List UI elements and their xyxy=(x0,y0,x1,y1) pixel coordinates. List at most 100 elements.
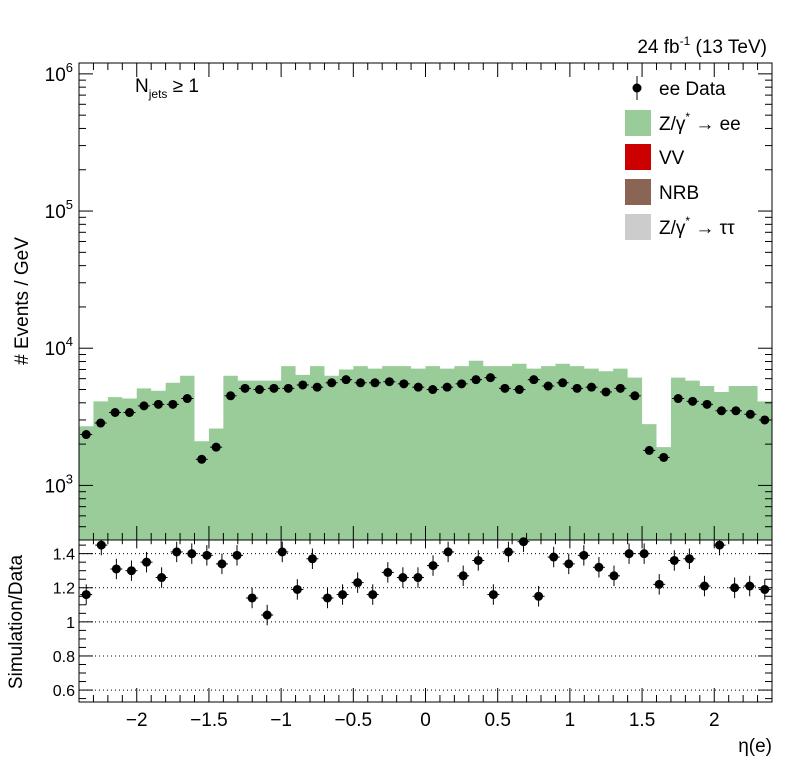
data-point xyxy=(226,391,236,401)
legend-swatch-nrb xyxy=(625,179,651,205)
ratio-point xyxy=(669,555,679,565)
data-point xyxy=(197,454,207,464)
data-point xyxy=(370,378,380,388)
ratio-point xyxy=(458,571,468,581)
data-point xyxy=(298,380,308,390)
legend-swatch-zee xyxy=(625,110,651,136)
data-point xyxy=(702,399,712,409)
ratio-tick-label: 0.6 xyxy=(53,683,75,700)
data-point xyxy=(413,382,423,392)
selection-label: Njets ≥ 1 xyxy=(135,76,199,101)
ratio-point xyxy=(549,552,559,562)
ratio-point xyxy=(172,547,182,557)
legend-marker-data xyxy=(632,83,642,93)
data-point xyxy=(688,396,698,406)
ratio-point xyxy=(247,593,257,603)
data-point xyxy=(211,442,221,452)
ratio-point xyxy=(473,555,483,565)
data-points-layer xyxy=(80,373,771,464)
data-point xyxy=(399,379,409,389)
y-tick-label: 105 xyxy=(45,197,73,223)
ratio-point xyxy=(338,590,348,600)
data-point xyxy=(572,383,582,393)
x-tick-label: 2 xyxy=(709,710,720,731)
data-point xyxy=(312,382,322,392)
data-point xyxy=(659,452,669,462)
ratio-point xyxy=(157,573,167,583)
data-point xyxy=(630,391,640,401)
data-point xyxy=(81,430,91,440)
data-point xyxy=(716,406,726,416)
ratio-point xyxy=(594,562,604,572)
legend-swatch-vv xyxy=(625,144,651,170)
data-point xyxy=(269,383,279,393)
ratio-point xyxy=(654,579,664,589)
ratio-point xyxy=(730,583,740,593)
ticks-layer xyxy=(78,63,773,702)
data-point xyxy=(673,394,683,404)
ratio-tick-label: 1.2 xyxy=(53,581,75,598)
legend-label-vv: VV xyxy=(659,148,685,169)
ratio-point xyxy=(142,557,152,567)
data-point xyxy=(543,381,553,391)
data-point xyxy=(110,408,120,418)
data-point xyxy=(500,383,510,393)
ratio-point xyxy=(684,554,694,564)
data-point xyxy=(731,406,741,416)
ratio-point xyxy=(503,547,513,557)
legend-label-data: ee Data xyxy=(659,79,726,100)
ratio-point xyxy=(639,549,649,559)
ratio-point xyxy=(81,590,91,600)
ratio-point xyxy=(624,549,634,559)
data-point xyxy=(558,378,568,388)
ratio-point xyxy=(428,561,438,571)
ratio-point xyxy=(488,590,498,600)
data-point xyxy=(529,375,539,385)
lumi-label: 24 fb-1 (13 TeV) xyxy=(637,34,767,58)
data-point xyxy=(615,383,625,393)
x-axis-label: η(e) xyxy=(738,736,772,757)
data-point xyxy=(341,375,351,385)
data-point xyxy=(153,399,163,409)
ratio-point xyxy=(96,540,106,550)
ratio-point xyxy=(760,584,770,594)
ratio-tick-label: 1 xyxy=(66,615,75,632)
ratio-point xyxy=(232,550,242,560)
data-point xyxy=(428,385,438,395)
ratio-point xyxy=(187,549,197,559)
data-point xyxy=(644,445,654,455)
ratio-point xyxy=(307,554,317,564)
data-point xyxy=(601,387,611,397)
x-tick-label: 0.5 xyxy=(484,710,510,731)
upper-histogram-layer xyxy=(79,360,772,540)
labels-layer: −2 −1.5 −1 −0.5 0 0.5 1 1.5 2 103 104 105 106 0.6 0.8 1… xyxy=(6,34,772,757)
y-tick-label: 106 xyxy=(45,60,73,86)
data-point xyxy=(182,394,192,404)
legend: ee Data Z/γ* → ee VV NRB Z/γ* → ττ xyxy=(625,76,741,240)
x-tick-label: −0.5 xyxy=(335,710,373,731)
data-point xyxy=(125,408,135,418)
histogram-zee xyxy=(79,360,772,540)
ratio-point xyxy=(126,566,136,576)
legend-label-ztt: Z/γ* → ττ xyxy=(659,214,735,239)
data-point xyxy=(327,378,337,388)
ratio-point xyxy=(277,547,287,557)
ratio-point xyxy=(745,581,755,591)
x-tick-label: −1 xyxy=(270,710,292,731)
ratio-point xyxy=(322,593,332,603)
data-point xyxy=(457,379,467,389)
y-tick-label: 104 xyxy=(45,334,73,360)
data-point xyxy=(485,373,495,383)
x-tick-label: −1.5 xyxy=(190,710,228,731)
data-point xyxy=(587,382,597,392)
ratio-point xyxy=(443,547,453,557)
ratio-point xyxy=(534,591,544,601)
ratio-frame xyxy=(78,539,773,703)
ratio-point xyxy=(715,540,725,550)
data-point xyxy=(471,375,481,385)
data-point xyxy=(168,399,178,409)
ratio-point xyxy=(111,564,121,574)
ratio-point xyxy=(368,590,378,600)
y-axis-label: # Events / GeV xyxy=(12,237,33,365)
